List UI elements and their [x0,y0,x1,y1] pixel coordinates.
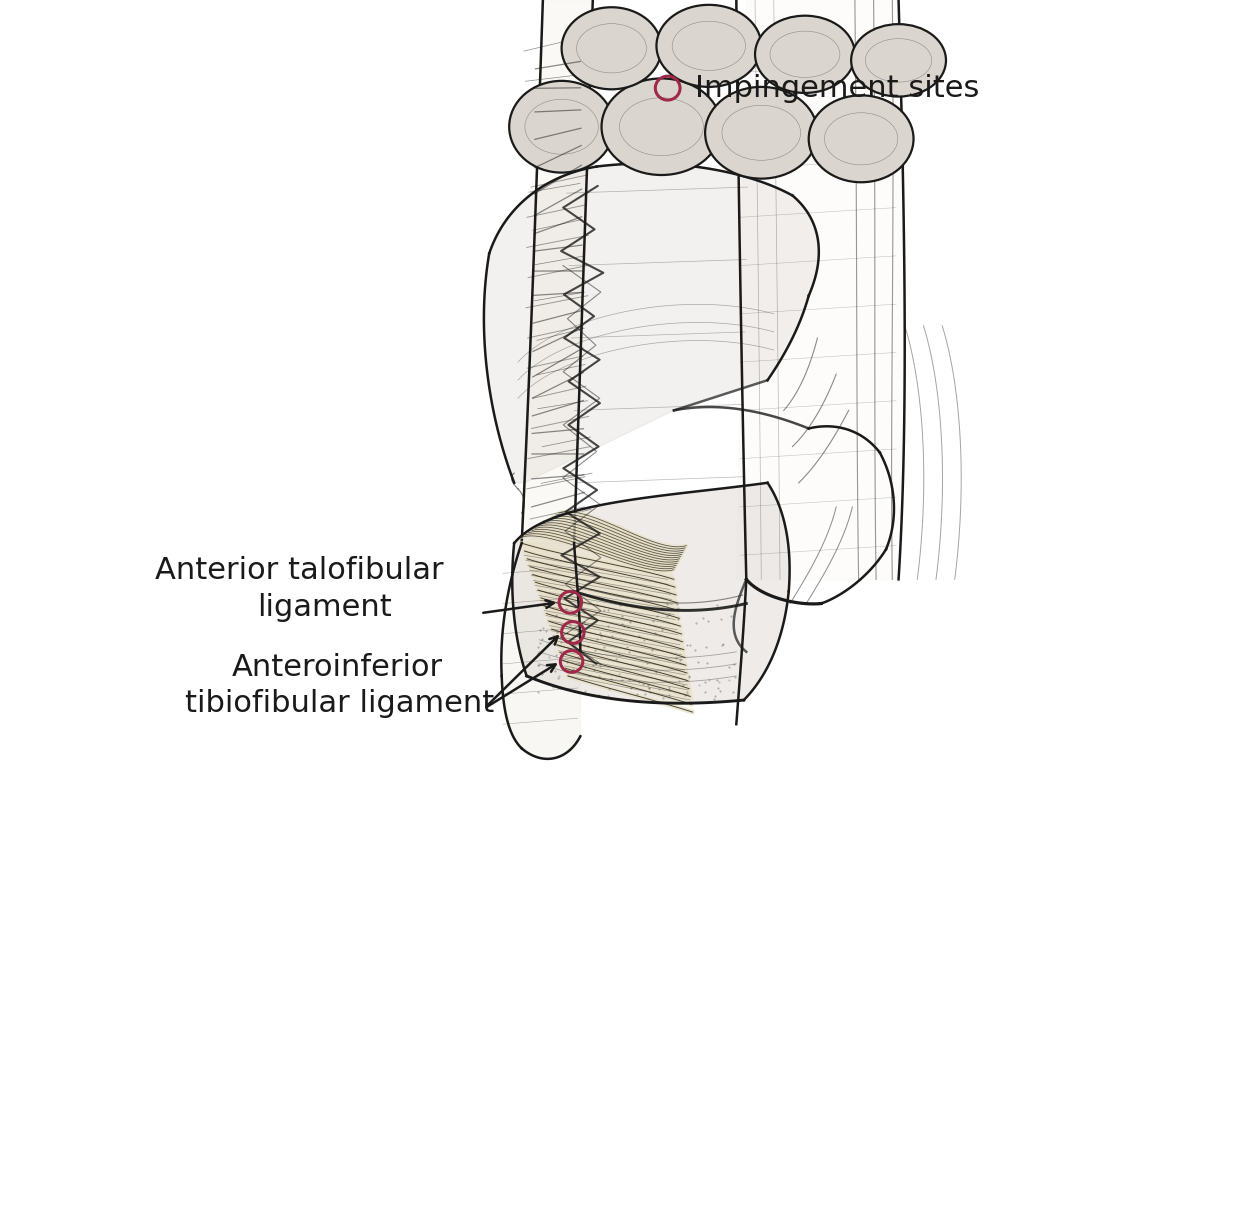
Text: ligament: ligament [257,593,392,622]
Ellipse shape [562,7,661,89]
Ellipse shape [656,5,761,87]
Text: Anteroinferior: Anteroinferior [231,653,443,682]
Ellipse shape [809,95,914,182]
Ellipse shape [851,24,946,97]
Polygon shape [502,543,580,759]
Text: Anterior talofibular: Anterior talofibular [155,556,444,585]
Ellipse shape [509,81,614,173]
Text: tibiofibular ligament: tibiofibular ligament [185,689,494,718]
Ellipse shape [602,78,721,175]
Text: Impingement sites: Impingement sites [695,74,980,103]
Polygon shape [484,163,819,483]
Polygon shape [522,519,693,700]
Ellipse shape [705,87,817,179]
Ellipse shape [755,16,855,93]
Polygon shape [512,483,790,704]
